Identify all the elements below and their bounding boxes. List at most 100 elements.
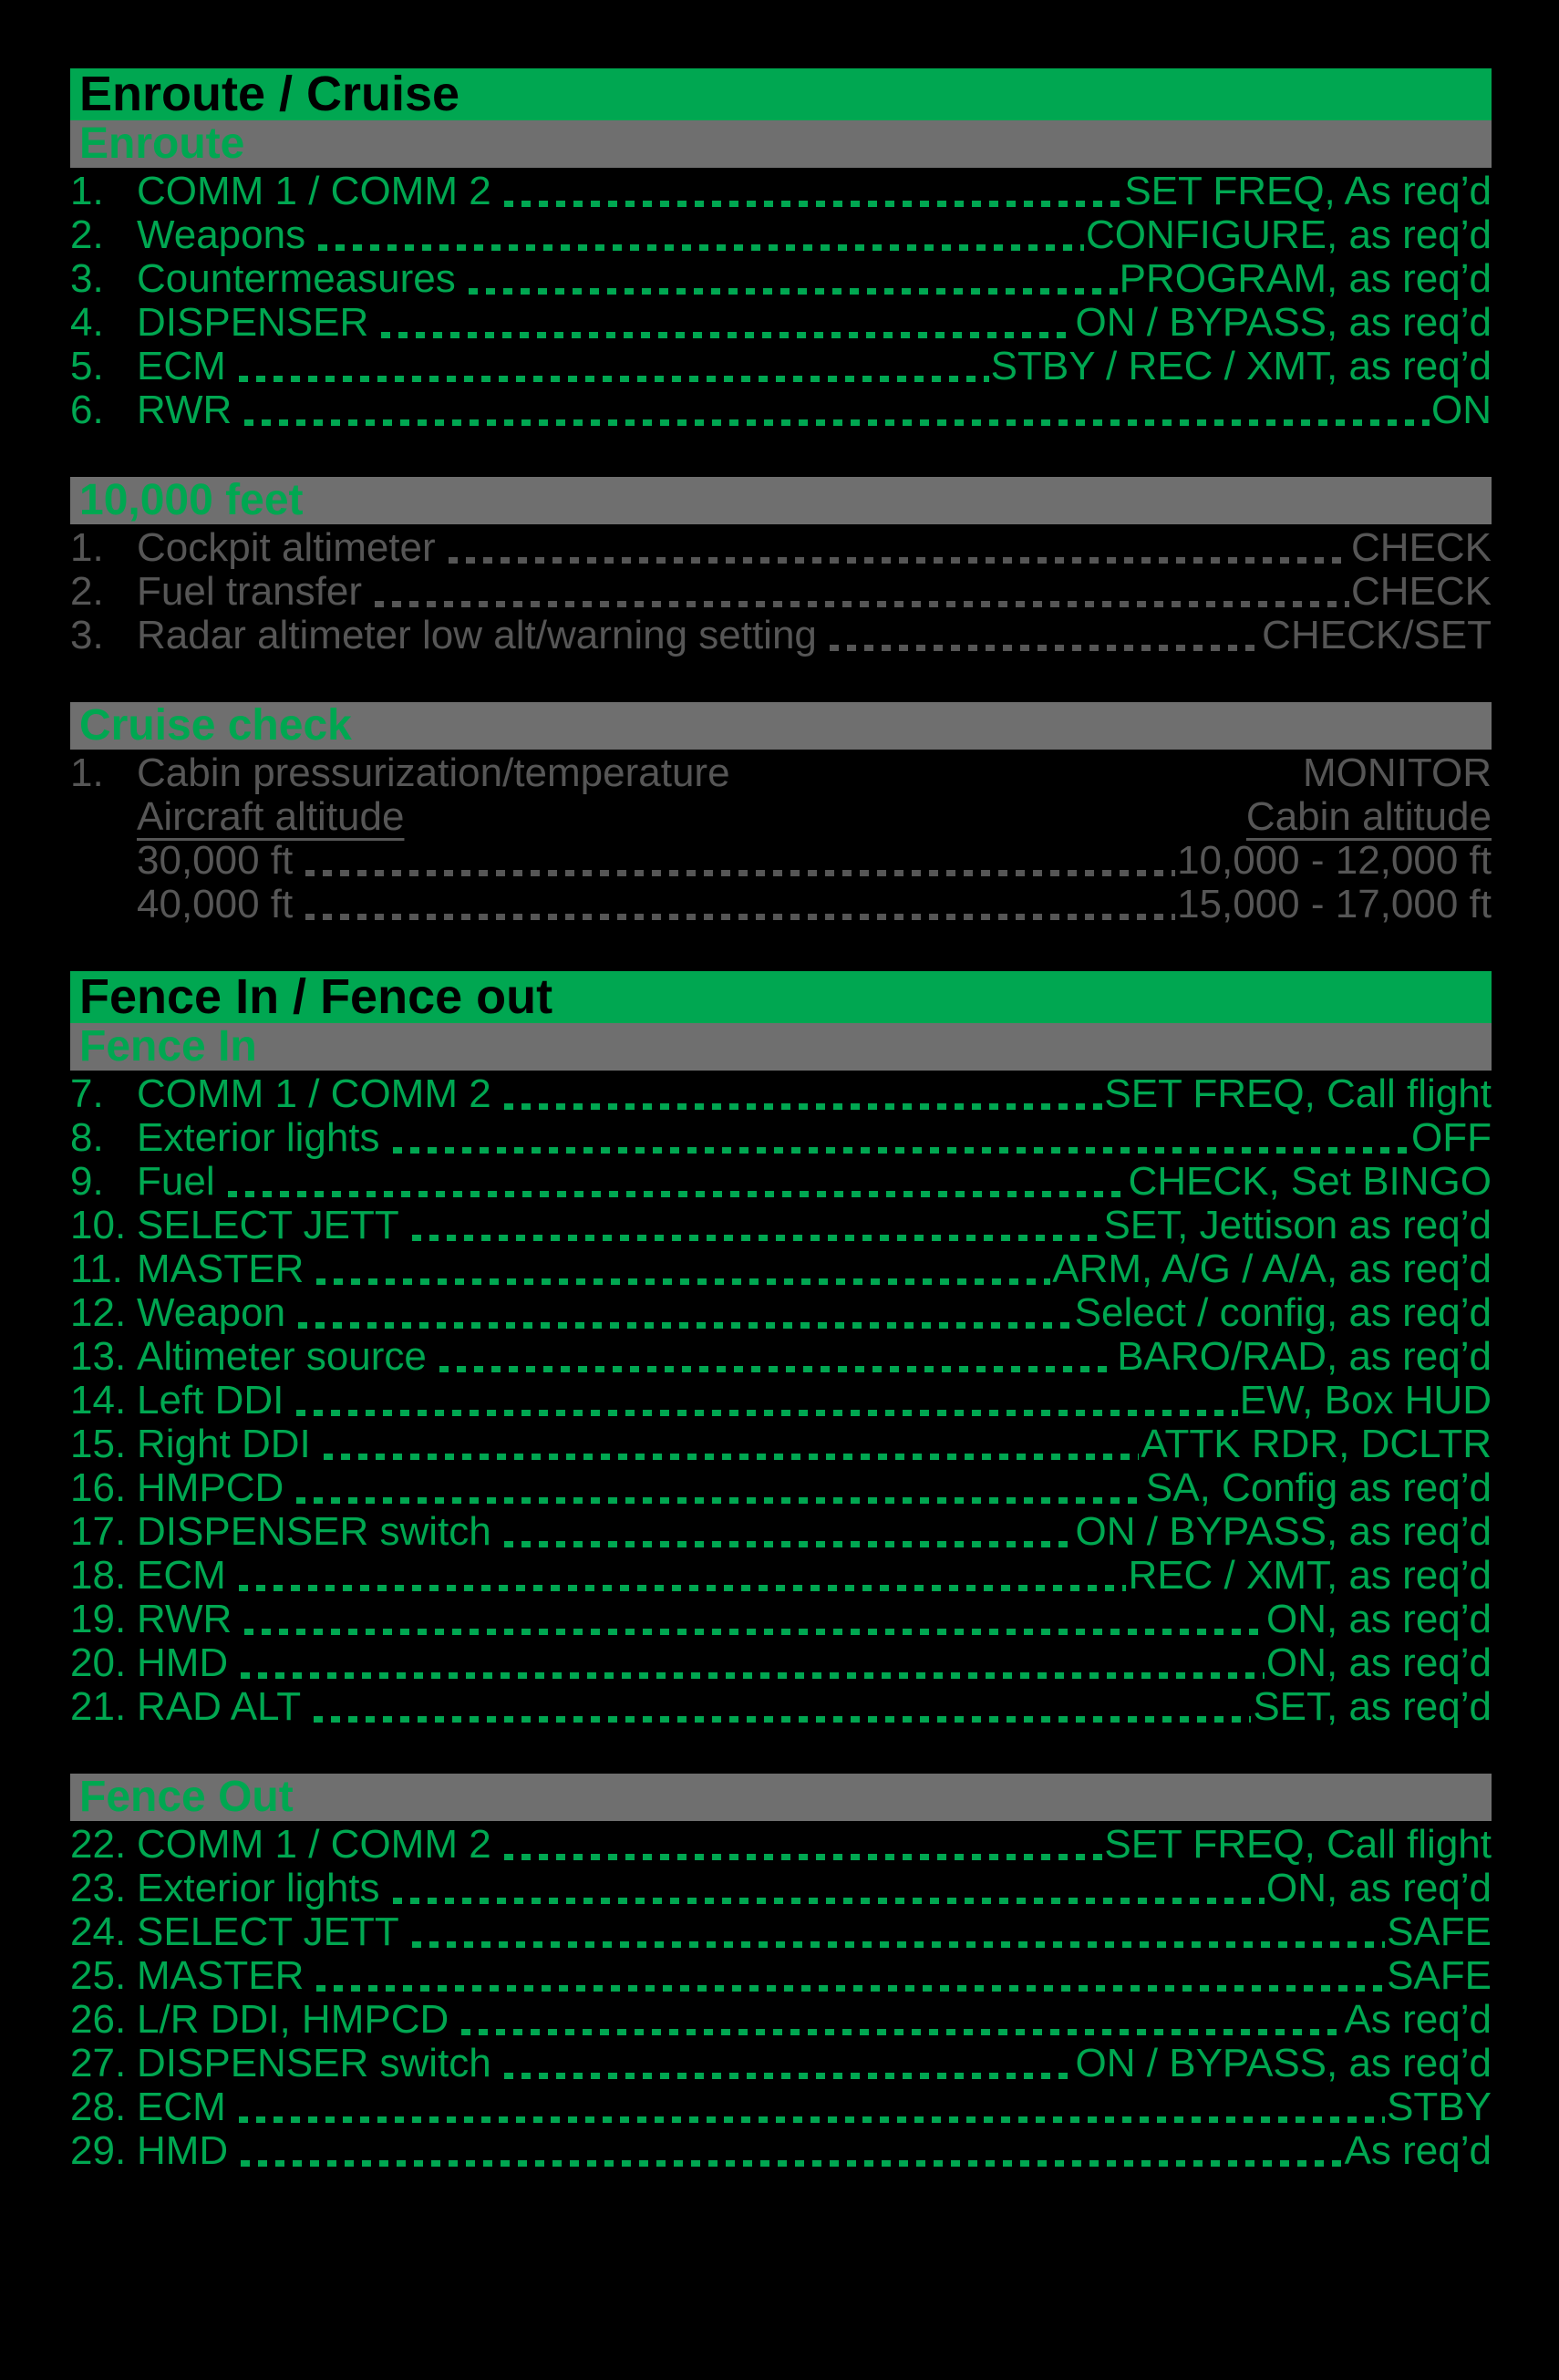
leader-dots xyxy=(503,2073,1074,2079)
item-number: 2. xyxy=(70,569,104,614)
leader-dots xyxy=(318,244,1085,251)
item-label: RAD ALT xyxy=(137,1684,302,1729)
item-number: 19. xyxy=(70,1597,127,1641)
item-value: 15,000 - 17,000 ft xyxy=(1177,882,1492,926)
checklist-subsection: 10,000 feet 1. Cockpit altimeter CHECK 2. Fue… xyxy=(70,477,1492,657)
checklist-row: 14. Left DDI EW, Box HUD xyxy=(70,1379,1492,1423)
item-value: ON, as req’d xyxy=(1266,1640,1492,1685)
item-value: CHECK/SET xyxy=(1262,613,1492,657)
checklist-row: 2. Weapons CONFIGURE, as req’d xyxy=(70,213,1492,257)
leader-dots xyxy=(298,1322,1073,1329)
checklist-row: 8. Exterior lights OFF xyxy=(70,1116,1492,1160)
checklist-row: 30,000 ft 10,000 - 12,000 ft xyxy=(70,839,1492,883)
item-number: 23. xyxy=(70,1866,127,1910)
item-number xyxy=(70,883,137,926)
checklist-row: 25. MASTER SAFE xyxy=(70,1954,1492,1998)
item-label: Weapon xyxy=(137,1290,286,1335)
section-banner: Enroute / Cruise xyxy=(70,68,1492,120)
item-label: RWR xyxy=(137,1597,232,1641)
item-number: 15. xyxy=(70,1422,127,1466)
item-value: Cabin altitude xyxy=(1245,794,1492,839)
item-number: 7. xyxy=(70,1071,104,1116)
checklist-row: 40,000 ft 15,000 - 17,000 ft xyxy=(70,883,1492,926)
checklist-row: 16. HMPCD SA, Config as req’d xyxy=(70,1466,1492,1510)
item-value: PROGRAM, as req’d xyxy=(1119,256,1492,301)
item-value: EW, Box HUD xyxy=(1239,1378,1492,1423)
item-value: ON / BYPASS, as req’d xyxy=(1075,300,1492,345)
checklist-row: 22. COMM 1 / COMM 2 SET FREQ, Call flight xyxy=(70,1823,1492,1867)
item-number: 1. xyxy=(70,525,104,570)
leader-dots xyxy=(241,2160,1343,2167)
checklist-row: 12. Weapon Select / config, as req’d xyxy=(70,1291,1492,1335)
subsection-header: Fence In xyxy=(70,1023,1492,1071)
item-label: Cabin pressurization/temperature xyxy=(137,750,730,795)
leader-dots xyxy=(244,419,1430,426)
subsection-header: 10,000 feet xyxy=(70,477,1492,524)
subsection-rows: 1. Cabin pressurization/temperature MONITO… xyxy=(70,750,1492,926)
checklist-row: 2. Fuel transfer CHECK xyxy=(70,570,1492,614)
checklist-subsection: Fence Out 22. COMM 1 / COMM 2 SET FREQ, Cal… xyxy=(70,1774,1492,2173)
subsection-header: Cruise check xyxy=(70,702,1492,750)
item-label: Right DDI xyxy=(137,1422,311,1466)
item-number: 20. xyxy=(70,1640,127,1685)
item-number: 3. xyxy=(70,613,104,657)
item-number: 1. xyxy=(70,169,104,213)
item-value: 10,000 - 12,000 ft xyxy=(1177,838,1492,883)
item-label: 40,000 ft xyxy=(137,882,294,926)
checklist-row: 1. COMM 1 / COMM 2 SET FREQ, As req’d xyxy=(70,170,1492,213)
item-label: RWR xyxy=(137,388,232,432)
item-value: SET FREQ, Call flight xyxy=(1104,1071,1492,1116)
checklist-row: Aircraft altitude Cabin altitude xyxy=(70,795,1492,839)
item-number xyxy=(70,839,137,883)
item-number xyxy=(70,795,137,839)
item-label: Altimeter source xyxy=(137,1334,427,1379)
item-number: 14. xyxy=(70,1378,127,1423)
checklist-row: 23. Exterior lights ON, as req’d xyxy=(70,1867,1492,1910)
leader-dots xyxy=(244,1629,1265,1635)
item-label: MASTER xyxy=(137,1247,305,1291)
checklist-section: Enroute / Cruise Enroute 1. COMM 1 / COMM 2… xyxy=(70,68,1492,926)
checklist-row: 26. L/R DDI, HMPCD As req’d xyxy=(70,1998,1492,2042)
item-value: ON / BYPASS, as req’d xyxy=(1075,2041,1492,2085)
item-value: SET, as req’d xyxy=(1253,1684,1492,1729)
item-number: 16. xyxy=(70,1465,127,1510)
checklist-row: 28. ECM STBY xyxy=(70,2085,1492,2129)
leader-spacer xyxy=(730,751,1303,795)
item-value: ON, as req’d xyxy=(1266,1597,1492,1641)
item-number: 27. xyxy=(70,2041,127,2085)
item-label: HMD xyxy=(137,1640,229,1685)
item-label: DISPENSER switch xyxy=(137,1509,491,1554)
checklist-row: 13. Altimeter source BARO/RAD, as req’d xyxy=(70,1335,1492,1379)
item-number: 5. xyxy=(70,344,104,388)
item-value: SA, Config as req’d xyxy=(1145,1465,1492,1510)
item-value: BARO/RAD, as req’d xyxy=(1117,1334,1492,1379)
checklist-row: 4. DISPENSER ON / BYPASS, as req’d xyxy=(70,301,1492,345)
leader-dots xyxy=(305,870,1176,876)
checklist-row: 18. ECM REC / XMT, as req’d xyxy=(70,1554,1492,1598)
checklist-row: 17. DISPENSER switch ON / BYPASS, as req’d xyxy=(70,1510,1492,1554)
leader-dots xyxy=(829,645,1261,651)
item-number: 9. xyxy=(70,1159,104,1204)
checklist-row: 3. Countermeasures PROGRAM, as req’d xyxy=(70,257,1492,301)
subsection-header: Enroute xyxy=(70,120,1492,168)
leader-dots xyxy=(238,1585,1127,1591)
item-label: Radar altimeter low alt/warning setting xyxy=(137,613,817,657)
item-number: 25. xyxy=(70,1953,127,1998)
item-value: ATTK RDR, DCLTR xyxy=(1141,1422,1492,1466)
item-value: SAFE xyxy=(1387,1953,1492,1998)
item-value: MONITOR xyxy=(1303,750,1492,795)
item-label: ECM xyxy=(137,1553,226,1598)
leader-dots xyxy=(296,1410,1238,1416)
item-number: 18. xyxy=(70,1553,127,1598)
leader-dots xyxy=(381,332,1074,338)
leader-dots xyxy=(316,1278,1051,1285)
item-value: SAFE xyxy=(1387,1909,1492,1954)
item-label: Countermeasures xyxy=(137,256,456,301)
leader-dots xyxy=(411,1941,1386,1948)
item-label: ECM xyxy=(137,344,226,388)
checklist-row: 1. Cockpit altimeter CHECK xyxy=(70,526,1492,570)
checklist-row: 15. Right DDI ATTK RDR, DCLTR xyxy=(70,1423,1492,1466)
subsection-rows: 7. COMM 1 / COMM 2 SET FREQ, Call flight 8.… xyxy=(70,1071,1492,1729)
item-number: 10. xyxy=(70,1203,127,1247)
checklist-subsection: Fence In 7. COMM 1 / COMM 2 SET FREQ, Call … xyxy=(70,1023,1492,1729)
